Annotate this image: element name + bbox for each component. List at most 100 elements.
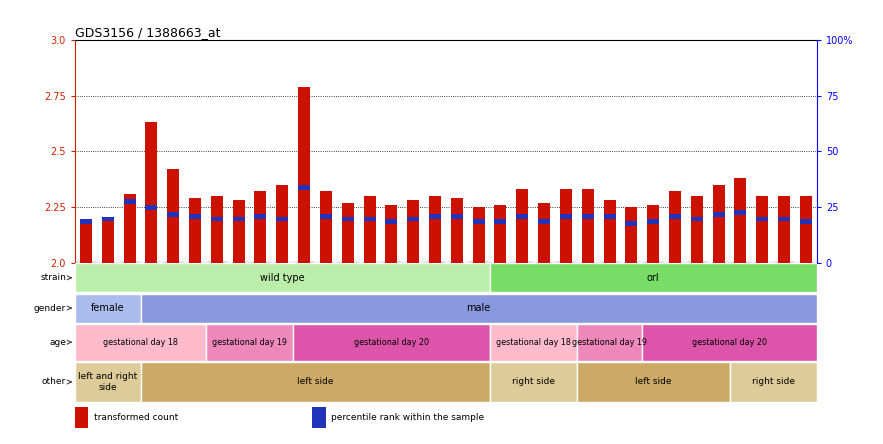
Bar bbox=[713, 185, 725, 263]
Bar bbox=[124, 199, 136, 204]
Bar bbox=[80, 220, 92, 263]
Bar bbox=[80, 219, 92, 224]
Bar bbox=[756, 217, 768, 222]
Bar bbox=[577, 324, 642, 361]
Bar bbox=[320, 214, 332, 219]
Bar bbox=[713, 212, 725, 217]
Bar bbox=[313, 407, 326, 428]
Bar bbox=[298, 87, 310, 263]
Text: male: male bbox=[466, 303, 491, 313]
Bar bbox=[582, 214, 593, 219]
Bar bbox=[75, 293, 140, 322]
Text: right side: right side bbox=[751, 377, 795, 386]
Bar bbox=[146, 123, 157, 263]
Bar bbox=[254, 191, 267, 263]
Bar bbox=[560, 214, 572, 219]
Text: strain: strain bbox=[41, 274, 66, 282]
Bar bbox=[517, 189, 528, 263]
Bar bbox=[489, 263, 817, 292]
Bar bbox=[75, 362, 140, 402]
Text: orl: orl bbox=[647, 273, 660, 283]
Bar bbox=[276, 217, 289, 222]
Bar bbox=[735, 178, 746, 263]
Bar bbox=[538, 219, 550, 224]
Bar bbox=[625, 207, 638, 263]
Bar bbox=[364, 196, 375, 263]
Bar bbox=[140, 362, 489, 402]
Text: GDS3156 / 1388663_at: GDS3156 / 1388663_at bbox=[75, 26, 221, 39]
Bar bbox=[293, 324, 489, 361]
Bar bbox=[75, 324, 206, 361]
Bar bbox=[233, 200, 245, 263]
Bar bbox=[189, 198, 201, 263]
Bar bbox=[494, 205, 507, 263]
Bar bbox=[735, 210, 746, 215]
Bar bbox=[146, 206, 157, 210]
Text: wild type: wild type bbox=[260, 273, 305, 283]
Bar bbox=[577, 362, 729, 402]
Bar bbox=[647, 205, 660, 263]
Text: right side: right side bbox=[511, 377, 555, 386]
Bar bbox=[669, 214, 681, 219]
Bar bbox=[254, 214, 267, 219]
Text: gestational day 20: gestational day 20 bbox=[354, 338, 429, 347]
Text: gestational day 20: gestational day 20 bbox=[692, 338, 767, 347]
Bar bbox=[778, 196, 790, 263]
Text: transformed count: transformed count bbox=[94, 413, 177, 422]
Bar bbox=[451, 198, 463, 263]
Bar bbox=[189, 214, 201, 219]
Bar bbox=[582, 189, 593, 263]
Text: gender: gender bbox=[34, 304, 66, 313]
Bar bbox=[298, 186, 310, 190]
Bar bbox=[517, 214, 528, 219]
Bar bbox=[604, 200, 615, 263]
Text: age: age bbox=[49, 338, 66, 347]
Bar bbox=[691, 217, 703, 222]
Bar bbox=[124, 194, 136, 263]
Text: left and right
side: left and right side bbox=[79, 372, 138, 392]
Bar bbox=[494, 219, 507, 224]
Bar bbox=[167, 212, 179, 217]
Bar bbox=[167, 169, 179, 263]
Bar bbox=[429, 214, 441, 219]
Bar bbox=[800, 196, 811, 263]
Text: gestational day 19: gestational day 19 bbox=[572, 338, 647, 347]
Bar bbox=[233, 217, 245, 222]
Text: left side: left side bbox=[635, 377, 671, 386]
Bar bbox=[342, 202, 354, 263]
Bar bbox=[691, 196, 703, 263]
Bar bbox=[385, 219, 397, 224]
Text: gestational day 19: gestational day 19 bbox=[212, 338, 287, 347]
Bar bbox=[642, 324, 817, 361]
Bar bbox=[407, 200, 419, 263]
Bar bbox=[75, 263, 489, 292]
Bar bbox=[625, 221, 638, 226]
Bar bbox=[102, 217, 114, 222]
Bar bbox=[647, 219, 660, 224]
Bar bbox=[472, 207, 485, 263]
Bar bbox=[320, 191, 332, 263]
Bar bbox=[342, 217, 354, 222]
Bar bbox=[276, 185, 289, 263]
Text: gestational day 18: gestational day 18 bbox=[103, 338, 178, 347]
Bar bbox=[669, 191, 681, 263]
Bar bbox=[102, 218, 114, 263]
Bar bbox=[800, 219, 811, 224]
Bar bbox=[407, 217, 419, 222]
Bar bbox=[429, 196, 441, 263]
Bar bbox=[729, 362, 817, 402]
Bar bbox=[451, 214, 463, 219]
Bar bbox=[472, 219, 485, 224]
Bar bbox=[756, 196, 768, 263]
Bar bbox=[560, 189, 572, 263]
Bar bbox=[604, 214, 615, 219]
Bar bbox=[538, 202, 550, 263]
Text: gestational day 18: gestational day 18 bbox=[495, 338, 570, 347]
Text: percentile rank within the sample: percentile rank within the sample bbox=[331, 413, 484, 422]
Text: other: other bbox=[42, 377, 66, 386]
Text: left side: left side bbox=[297, 377, 333, 386]
Bar bbox=[206, 324, 293, 361]
Bar bbox=[385, 205, 397, 263]
Bar bbox=[364, 217, 375, 222]
Bar bbox=[489, 324, 577, 361]
